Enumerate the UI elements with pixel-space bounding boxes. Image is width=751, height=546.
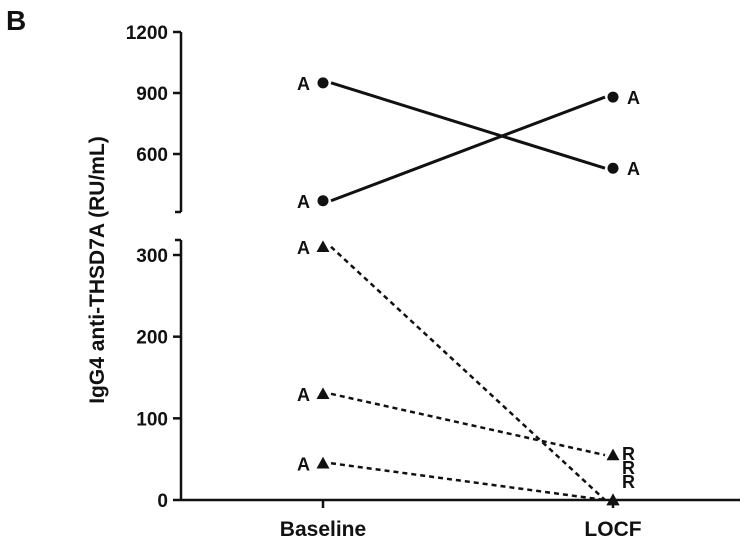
category-labels: Baseline LOCF <box>280 500 642 541</box>
point-label: A <box>297 192 310 212</box>
point-label: A <box>297 454 310 474</box>
series-line <box>330 245 606 501</box>
point-label: A <box>627 159 640 179</box>
series-line <box>330 392 606 457</box>
circle-marker <box>317 77 329 89</box>
x-tick-label: LOCF <box>584 518 641 541</box>
y-tick-label: 600 <box>136 145 168 166</box>
point-label: R <box>622 444 635 464</box>
circle-marker <box>607 91 619 103</box>
y-axis-title: IgG4 anti-THSD7A (RU/mL) <box>86 136 109 404</box>
point-labels: A A A A A R A R A R <box>297 74 640 492</box>
triangle-marker <box>606 493 620 506</box>
y-tick-label: 100 <box>136 409 168 430</box>
y-tick-label: 1200 <box>126 23 168 44</box>
y-tick-label: 200 <box>136 328 168 349</box>
series-line <box>330 81 606 170</box>
triangle-marker <box>316 387 330 400</box>
tick-group: 0 100 200 300 600 900 1200 <box>126 23 181 512</box>
axes <box>175 32 740 502</box>
series-lines <box>330 81 606 502</box>
point-label: R <box>622 472 635 492</box>
series-markers <box>316 77 620 506</box>
triangle-marker <box>316 456 330 469</box>
y-tick-label: 0 <box>157 491 168 512</box>
panel-label: B <box>6 5 26 36</box>
point-label: A <box>297 385 310 405</box>
y-tick-label: 900 <box>136 84 168 105</box>
point-label: R <box>622 458 635 478</box>
series-line <box>330 95 606 203</box>
point-label: A <box>297 238 310 258</box>
y-tick-label: 300 <box>136 246 168 267</box>
triangle-marker <box>606 448 620 461</box>
circle-marker <box>317 195 329 207</box>
x-tick-label: Baseline <box>280 518 366 541</box>
point-label: A <box>297 74 310 94</box>
triangle-marker <box>316 240 330 253</box>
circle-marker <box>607 162 619 174</box>
point-label: A <box>627 88 640 108</box>
series-line <box>330 462 606 502</box>
